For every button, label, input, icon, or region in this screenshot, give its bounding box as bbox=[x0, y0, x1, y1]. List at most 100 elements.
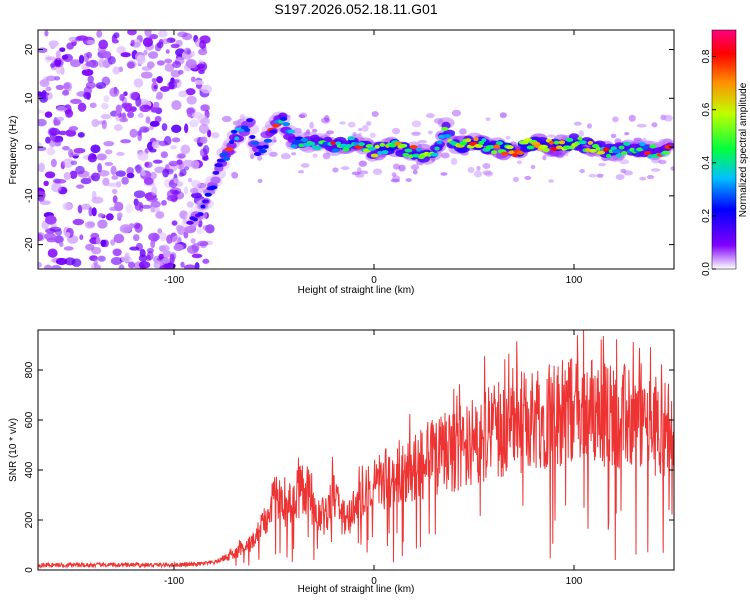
noise-blob bbox=[151, 82, 159, 92]
noise-blob bbox=[148, 33, 159, 40]
spectrogram-y-tick-label: 20 bbox=[24, 44, 35, 56]
faint-speckle bbox=[467, 166, 475, 174]
noise-blob bbox=[186, 95, 197, 105]
faint-speckle bbox=[663, 114, 673, 122]
ridge-cell bbox=[234, 136, 240, 141]
noise-blob bbox=[97, 219, 108, 229]
noise-blob bbox=[111, 175, 119, 180]
noise-blob bbox=[143, 49, 148, 56]
noise-blob bbox=[197, 63, 205, 70]
noise-blob bbox=[43, 180, 49, 187]
faint-speckle bbox=[312, 128, 318, 133]
spectrogram-y-tick-label: -10 bbox=[24, 188, 35, 203]
noise-blob bbox=[171, 137, 181, 143]
ridge-cell bbox=[202, 199, 210, 204]
noise-blob bbox=[161, 200, 167, 206]
ridge-cell bbox=[192, 217, 198, 222]
ridge-cell bbox=[516, 150, 525, 155]
noise-blob bbox=[129, 128, 138, 138]
noise-blob bbox=[91, 119, 100, 127]
spectrogram-y-tick-label: 10 bbox=[24, 92, 35, 104]
noise-blob bbox=[80, 177, 92, 185]
colorbar-ticks: 0.0 0.2 0.4 0.6 0.8 bbox=[701, 49, 716, 276]
ridge-cell bbox=[558, 140, 566, 145]
ridge-cell bbox=[495, 141, 504, 146]
faint-speckle bbox=[361, 124, 369, 132]
noise-blob bbox=[72, 218, 85, 226]
ridge-cell bbox=[331, 148, 340, 153]
noise-blob bbox=[177, 153, 186, 159]
ridge-cell bbox=[230, 129, 238, 134]
faint-speckle bbox=[542, 154, 547, 161]
noise-blob bbox=[143, 177, 154, 185]
faint-speckle bbox=[547, 134, 556, 138]
noise-blob bbox=[135, 164, 142, 174]
faint-speckle bbox=[524, 175, 532, 181]
noise-blob bbox=[101, 102, 109, 110]
noise-blob bbox=[104, 161, 114, 166]
noise-blob bbox=[183, 231, 189, 239]
ridge-cell bbox=[204, 192, 212, 197]
noise-blob bbox=[119, 93, 125, 102]
noise-blob bbox=[110, 257, 123, 266]
snr-y-tick-label: 400 bbox=[24, 461, 35, 478]
noise-blob bbox=[162, 168, 170, 178]
faint-speckle bbox=[598, 162, 606, 167]
noise-blob bbox=[91, 172, 101, 182]
noise-blob bbox=[171, 100, 182, 111]
faint-speckle bbox=[211, 132, 220, 139]
noise-blob bbox=[83, 92, 91, 100]
noise-blob bbox=[45, 92, 53, 100]
faint-speckle bbox=[646, 175, 655, 180]
ridge-cell bbox=[219, 152, 228, 157]
colorbar-gradient bbox=[711, 29, 737, 270]
ridge-cell bbox=[209, 185, 218, 190]
noise-blob bbox=[194, 262, 200, 269]
noise-blob bbox=[77, 170, 90, 178]
ridge-cell bbox=[562, 145, 572, 150]
snr-ticks: -100 0 100 0 200 400 600 800 bbox=[24, 330, 674, 587]
ridge-cell bbox=[556, 145, 563, 150]
noise-blob bbox=[55, 116, 65, 122]
noise-blob bbox=[120, 52, 131, 58]
noise-blob bbox=[38, 196, 45, 202]
noise-blob bbox=[93, 257, 98, 267]
noise-blob bbox=[159, 264, 170, 269]
noise-blob bbox=[171, 220, 178, 226]
snr-x-label: Height of straight line (km) bbox=[298, 584, 415, 595]
faint-speckle bbox=[628, 114, 636, 122]
faint-speckle bbox=[579, 169, 585, 174]
spectrogram-x-tick-label: -100 bbox=[164, 275, 184, 286]
faint-speckle bbox=[312, 153, 318, 158]
ridge-cell bbox=[222, 156, 231, 161]
noise-blob bbox=[115, 170, 126, 177]
ridge-cell bbox=[402, 152, 410, 157]
faint-speckle bbox=[390, 178, 400, 183]
noise-blob bbox=[102, 177, 110, 186]
noise-blob bbox=[43, 264, 53, 269]
noise-blob bbox=[68, 126, 79, 132]
noise-blob bbox=[70, 98, 82, 104]
noise-blob bbox=[159, 232, 167, 242]
noise-blob bbox=[124, 252, 130, 261]
ridge-cell bbox=[404, 148, 413, 153]
noise-blob bbox=[137, 151, 149, 161]
noise-blob bbox=[144, 161, 153, 169]
noise-blob bbox=[48, 127, 61, 136]
noise-blob bbox=[200, 104, 210, 112]
ridge-cell bbox=[253, 151, 262, 156]
ridge-cell bbox=[258, 149, 268, 154]
noise-blob bbox=[156, 91, 163, 100]
noise-blob bbox=[38, 142, 42, 147]
ridge-cell bbox=[377, 150, 383, 155]
noise-blob bbox=[116, 151, 125, 156]
noise-blob bbox=[113, 233, 125, 244]
faint-speckle bbox=[221, 115, 232, 123]
faint-speckle bbox=[615, 174, 625, 180]
faint-speckle bbox=[411, 120, 422, 128]
noise-blob bbox=[61, 54, 69, 60]
noise-blob bbox=[161, 123, 168, 131]
faint-speckle bbox=[440, 152, 450, 159]
noise-blob bbox=[83, 52, 90, 63]
